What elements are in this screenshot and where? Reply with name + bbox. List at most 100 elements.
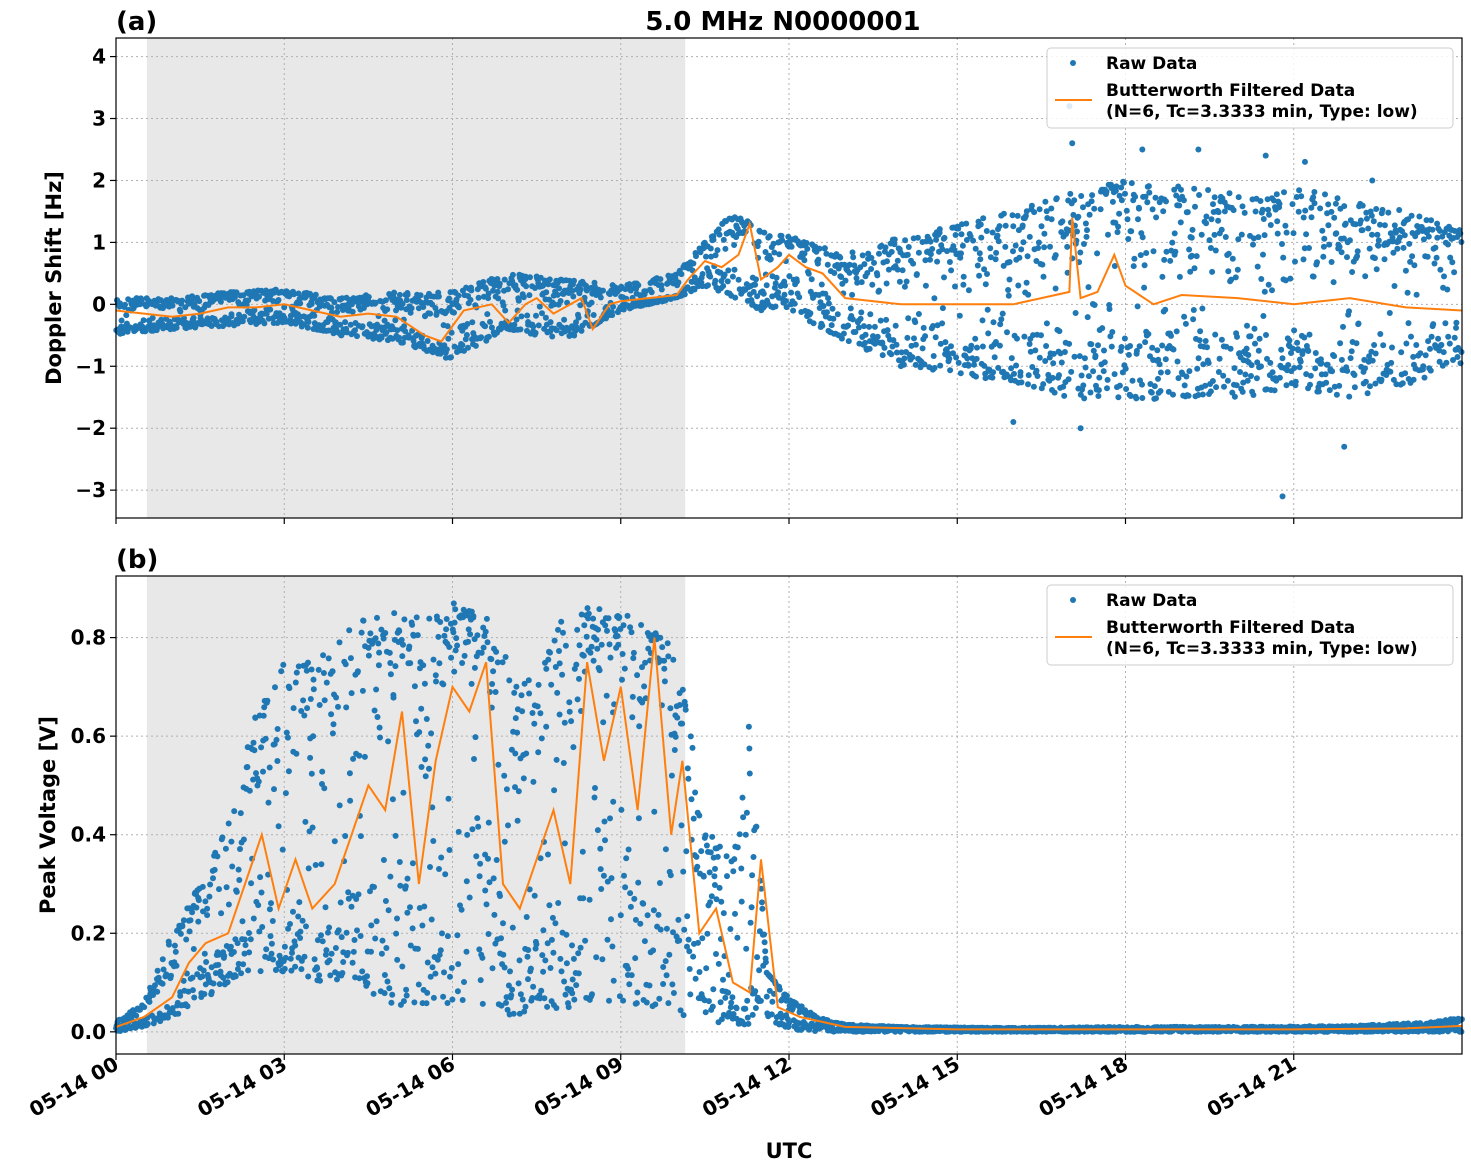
raw-data-point <box>713 951 719 957</box>
raw-data-point <box>1225 268 1232 275</box>
raw-data-point <box>1196 192 1203 198</box>
raw-data-point <box>995 364 1002 371</box>
raw-data-point <box>627 624 634 631</box>
raw-data-point <box>1146 189 1153 196</box>
raw-data-point <box>1263 332 1269 338</box>
raw-data-point <box>761 931 768 938</box>
raw-data-point <box>375 640 382 647</box>
raw-data-point <box>1014 212 1021 219</box>
raw-data-point <box>1202 382 1209 389</box>
raw-data-point <box>730 1011 737 1017</box>
raw-data-point <box>257 968 264 975</box>
raw-data-point <box>1012 242 1019 249</box>
raw-data-point <box>687 733 694 740</box>
raw-data-point <box>849 291 856 298</box>
raw-data-point <box>665 653 672 660</box>
raw-data-point <box>711 882 718 888</box>
raw-data-point <box>744 997 751 1004</box>
raw-data-point <box>326 924 333 931</box>
raw-data-point <box>853 275 860 282</box>
raw-data-point <box>922 257 929 264</box>
raw-data-point <box>266 764 273 771</box>
raw-data-point <box>602 622 609 629</box>
raw-data-point <box>342 319 349 326</box>
raw-data-point <box>175 1010 182 1017</box>
raw-data-point <box>295 913 302 920</box>
raw-data-point <box>1303 371 1310 378</box>
raw-data-point <box>845 338 852 345</box>
raw-data-point <box>1023 279 1030 286</box>
raw-data-point <box>1024 253 1031 260</box>
raw-data-point <box>680 1012 687 1019</box>
raw-data-point <box>1221 383 1227 390</box>
raw-data-point <box>1326 241 1333 248</box>
raw-data-point <box>731 242 738 248</box>
raw-data-point <box>465 626 472 633</box>
raw-data-point <box>424 959 431 966</box>
raw-data-point <box>318 932 324 939</box>
raw-data-point <box>1142 339 1149 346</box>
raw-data-point <box>666 951 673 958</box>
raw-data-point <box>1094 250 1101 257</box>
raw-data-point <box>772 280 779 287</box>
raw-data-point <box>909 354 916 361</box>
raw-data-point <box>1234 333 1240 340</box>
raw-data-point <box>610 303 617 310</box>
raw-data-point <box>396 334 403 341</box>
raw-data-point <box>418 705 425 712</box>
raw-data-point <box>507 968 513 975</box>
raw-data-point <box>1258 363 1264 370</box>
raw-data-point <box>1373 266 1380 273</box>
raw-data-point <box>1320 243 1327 250</box>
raw-data-point <box>632 955 639 962</box>
raw-data-point <box>392 663 399 670</box>
raw-data-point <box>705 282 711 289</box>
raw-data-point <box>1231 393 1238 400</box>
raw-data-point <box>391 610 398 617</box>
raw-data-point <box>714 247 721 254</box>
raw-data-point <box>684 943 690 950</box>
raw-data-point <box>287 921 293 927</box>
raw-data-point <box>1010 419 1017 425</box>
y-tick-label: 4 <box>92 45 106 69</box>
raw-data-point <box>1139 381 1145 388</box>
raw-data-point <box>973 373 979 380</box>
raw-data-point <box>752 988 759 995</box>
raw-data-point <box>350 948 357 955</box>
raw-data-point <box>511 689 518 696</box>
raw-data-point <box>1022 212 1029 219</box>
raw-data-point <box>409 925 416 932</box>
raw-data-point <box>530 778 537 785</box>
raw-data-point <box>295 290 302 297</box>
raw-data-point <box>269 918 276 924</box>
raw-data-point <box>859 252 866 259</box>
raw-data-point <box>554 689 561 696</box>
raw-data-point <box>1328 259 1335 265</box>
panel-a-legend-filtered-params: (N=6, Tc=3.3333 min, Type: low) <box>1106 102 1418 122</box>
raw-data-point <box>1077 249 1084 256</box>
raw-data-point <box>625 965 632 972</box>
raw-data-point <box>360 617 367 624</box>
raw-data-point <box>1251 325 1258 332</box>
raw-data-point <box>260 768 266 775</box>
raw-data-point <box>234 966 241 972</box>
raw-data-point <box>867 311 874 318</box>
raw-data-point <box>1025 381 1031 388</box>
raw-data-point <box>348 903 355 910</box>
raw-data-point <box>268 950 275 957</box>
raw-data-point <box>495 295 502 302</box>
raw-data-point <box>224 979 231 986</box>
raw-data-point <box>359 687 366 694</box>
raw-data-point <box>575 950 582 957</box>
raw-data-point <box>237 846 243 852</box>
raw-data-point <box>1406 240 1413 247</box>
raw-data-point <box>1378 376 1385 383</box>
raw-data-point <box>123 312 130 319</box>
raw-data-point <box>347 655 354 662</box>
raw-data-point <box>385 907 392 914</box>
raw-data-point <box>625 846 632 853</box>
raw-data-point <box>1186 368 1193 375</box>
raw-data-point <box>382 297 389 304</box>
raw-data-point <box>543 289 550 296</box>
raw-data-point <box>707 849 714 856</box>
